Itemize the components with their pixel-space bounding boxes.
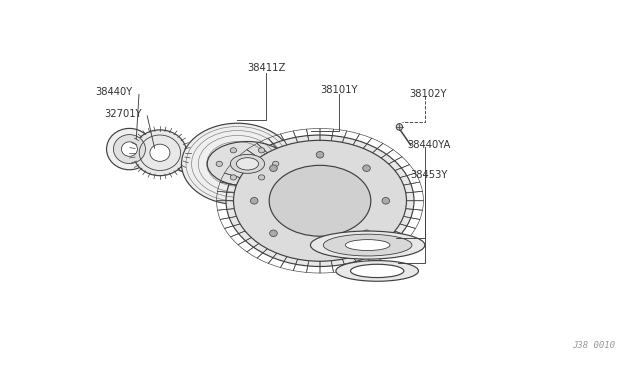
Text: 38453Y: 38453Y [411,170,448,180]
Text: J38 0010: J38 0010 [572,341,616,350]
Ellipse shape [323,234,412,256]
Text: 38440YA: 38440YA [408,140,451,150]
Ellipse shape [230,154,264,173]
Ellipse shape [346,240,390,251]
Ellipse shape [133,130,187,176]
Ellipse shape [269,165,371,236]
Ellipse shape [259,148,265,153]
Ellipse shape [316,243,324,250]
Ellipse shape [236,158,259,170]
Text: 38101Y: 38101Y [320,85,358,95]
Ellipse shape [310,231,425,259]
Ellipse shape [269,165,277,171]
Ellipse shape [363,165,371,171]
Ellipse shape [316,151,324,158]
Ellipse shape [182,123,293,205]
Ellipse shape [122,142,138,156]
Ellipse shape [230,148,237,153]
Text: 38102Y: 38102Y [409,89,447,99]
Ellipse shape [234,140,406,261]
Text: 32701Y: 32701Y [104,109,142,119]
Ellipse shape [207,141,288,186]
Ellipse shape [216,161,223,166]
Ellipse shape [273,161,279,166]
Ellipse shape [382,198,390,204]
Ellipse shape [250,198,258,204]
Text: 38411Z: 38411Z [247,63,285,73]
Ellipse shape [230,175,237,180]
Ellipse shape [113,135,145,164]
Ellipse shape [259,175,265,180]
Ellipse shape [269,230,277,237]
Ellipse shape [396,124,403,130]
Text: 38440Y: 38440Y [95,87,132,97]
Ellipse shape [351,264,404,278]
Ellipse shape [226,135,414,266]
Ellipse shape [363,230,371,237]
Ellipse shape [107,128,152,170]
Ellipse shape [150,144,170,161]
Ellipse shape [336,260,419,281]
